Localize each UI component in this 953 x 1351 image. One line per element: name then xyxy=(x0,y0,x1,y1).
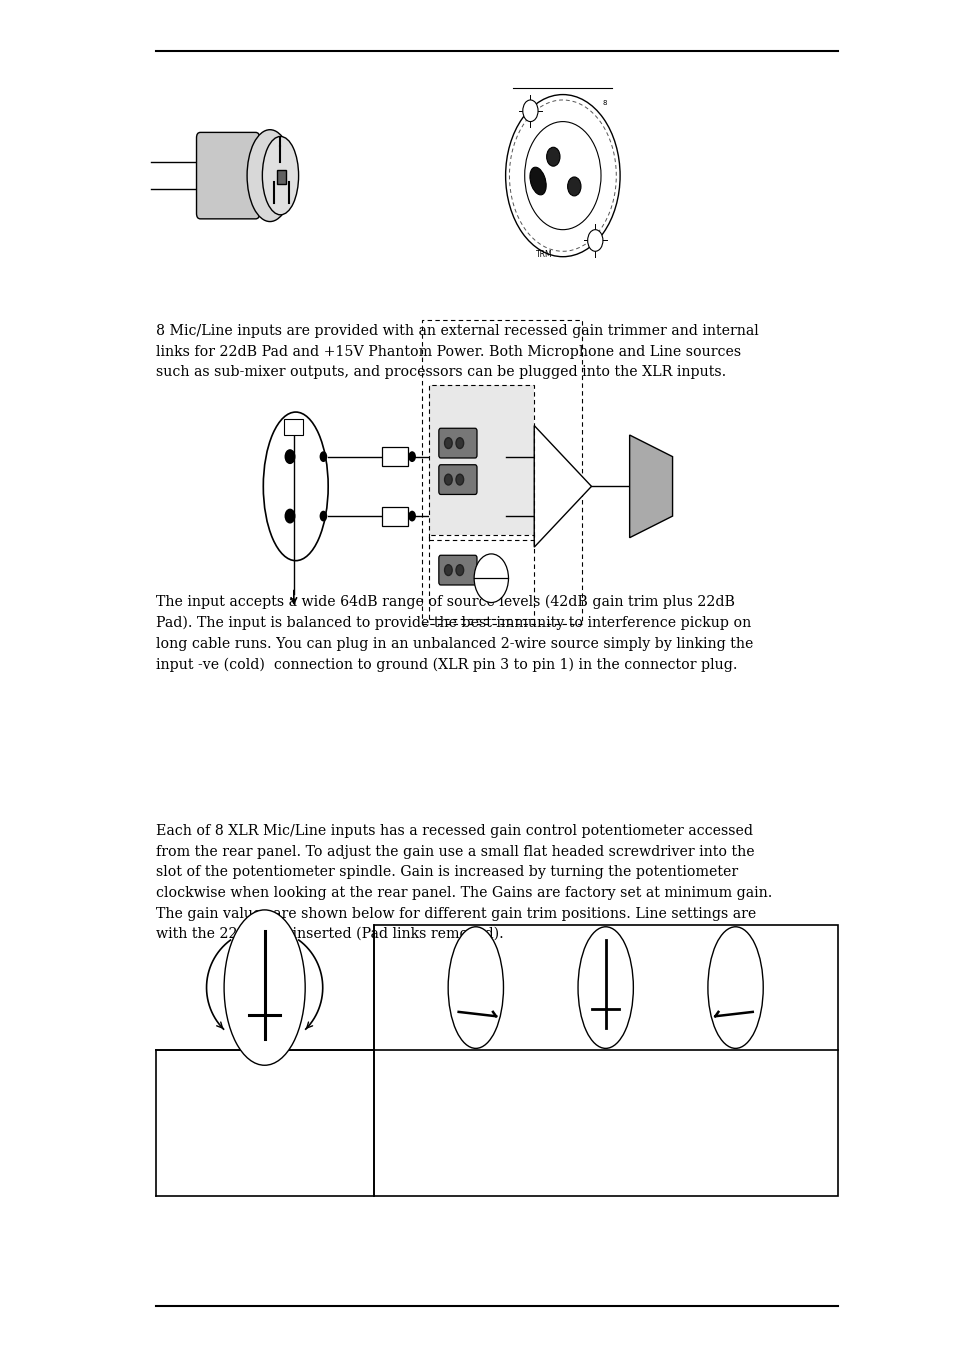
Bar xyxy=(421,320,581,624)
Bar xyxy=(429,535,534,619)
Ellipse shape xyxy=(578,927,633,1048)
FancyBboxPatch shape xyxy=(196,132,259,219)
Bar xyxy=(429,385,534,540)
FancyBboxPatch shape xyxy=(438,465,476,494)
Circle shape xyxy=(567,177,580,196)
Polygon shape xyxy=(629,435,672,538)
Text: 8 Mic/Line inputs are provided with an external recessed gain trimmer and intern: 8 Mic/Line inputs are provided with an e… xyxy=(155,324,758,380)
Ellipse shape xyxy=(247,130,293,222)
Circle shape xyxy=(474,554,508,603)
Circle shape xyxy=(546,147,559,166)
Bar xyxy=(429,535,534,619)
Circle shape xyxy=(319,451,327,462)
Circle shape xyxy=(319,511,327,521)
Circle shape xyxy=(285,509,294,523)
Bar xyxy=(284,419,303,435)
FancyBboxPatch shape xyxy=(438,428,476,458)
Ellipse shape xyxy=(262,136,298,215)
Circle shape xyxy=(444,565,452,576)
Circle shape xyxy=(444,438,452,449)
Bar xyxy=(276,170,286,184)
Circle shape xyxy=(456,565,463,576)
Bar xyxy=(374,925,837,1196)
Text: 8: 8 xyxy=(602,100,607,107)
Circle shape xyxy=(408,511,416,521)
Bar xyxy=(381,447,408,466)
Ellipse shape xyxy=(707,927,762,1048)
FancyBboxPatch shape xyxy=(438,555,476,585)
Ellipse shape xyxy=(529,168,546,195)
Circle shape xyxy=(456,438,463,449)
Ellipse shape xyxy=(263,412,328,561)
Bar xyxy=(381,507,408,526)
Text: TRM: TRM xyxy=(536,250,552,258)
Circle shape xyxy=(587,230,602,251)
Circle shape xyxy=(444,474,452,485)
Polygon shape xyxy=(534,426,591,547)
Text: Each of 8 XLR Mic/Line inputs has a recessed gain control potentiometer accessed: Each of 8 XLR Mic/Line inputs has a rece… xyxy=(155,824,771,942)
Circle shape xyxy=(522,100,537,122)
Circle shape xyxy=(505,95,619,257)
Circle shape xyxy=(524,122,600,230)
Ellipse shape xyxy=(224,911,305,1065)
Text: The input accepts a wide 64dB range of source levels (42dB gain trim plus 22dB
P: The input accepts a wide 64dB range of s… xyxy=(155,594,752,671)
Ellipse shape xyxy=(448,927,503,1048)
Circle shape xyxy=(456,474,463,485)
Circle shape xyxy=(408,451,416,462)
Circle shape xyxy=(285,450,294,463)
Bar xyxy=(429,385,534,540)
